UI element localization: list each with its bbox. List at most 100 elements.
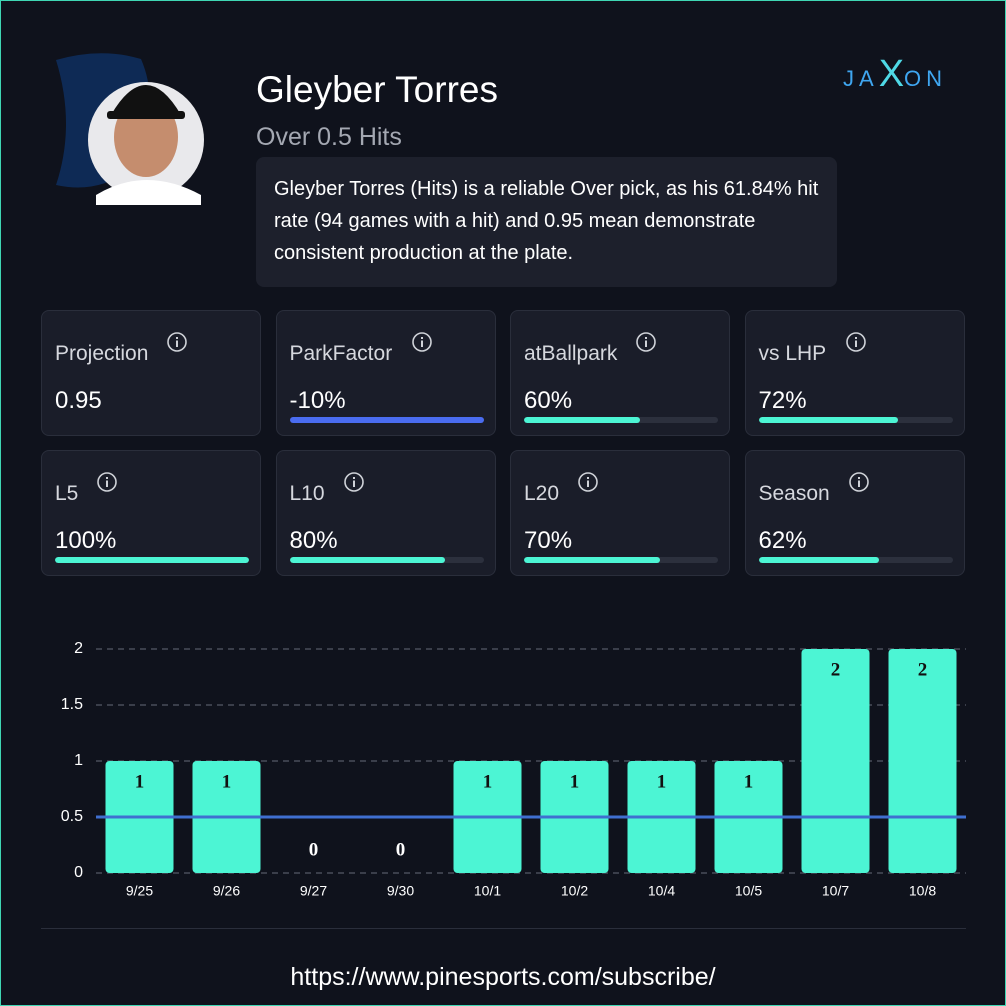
stat-label: L20 (524, 482, 560, 505)
y-tick-label: 1.5 (61, 696, 83, 713)
progress-fill (524, 417, 641, 423)
stat-value: 100% (55, 527, 117, 554)
stat-value: 62% (758, 527, 807, 554)
bar (888, 649, 957, 873)
player-name: Gleyber Torres (256, 69, 498, 110)
info-icon (636, 332, 656, 352)
icon-dot (176, 337, 178, 339)
progress-fill (55, 557, 249, 563)
divider (41, 928, 966, 929)
stat-value: 80% (289, 527, 338, 554)
brand-logo: JAXON (843, 53, 947, 96)
stat-value: 72% (758, 387, 807, 414)
stat-card: L5 100% (41, 450, 261, 576)
data-label: 2 (918, 659, 928, 680)
icon-ring (636, 332, 656, 352)
stat-value: -10% (289, 387, 346, 414)
x-tick-label: 9/25 (126, 883, 153, 899)
progress-fill (289, 557, 445, 563)
x-tick-label: 10/8 (909, 883, 936, 899)
icon-dot (352, 477, 355, 479)
icon-bar (106, 480, 108, 487)
y-tick-label: 2 (74, 640, 83, 657)
stat-card: Season 62% (744, 450, 965, 576)
stat-card: L10 80% (275, 450, 496, 576)
stat-label: Season (758, 482, 830, 505)
stat-value: 60% (524, 387, 573, 414)
info-icon (411, 332, 432, 352)
progress-track (55, 557, 249, 563)
data-label: 1 (744, 771, 754, 792)
data-label: 1 (570, 771, 580, 792)
info-icon (578, 472, 598, 492)
player-logo (56, 53, 204, 205)
stat-label: atBallpark (524, 342, 618, 365)
chart: 0 0.5 1 1.5 2 9/25 1 9/26 1 9/27 0 9/30 0 10/1 1 10/2 1 1… (61, 640, 966, 899)
icon-ring (167, 332, 187, 352)
stat-card: ParkFactor -10% (275, 310, 496, 436)
data-label: 1 (483, 771, 493, 792)
stat-label: vs LHP (758, 342, 827, 365)
y-tick-label: 1 (74, 752, 83, 769)
icon-bar (587, 480, 589, 487)
progress-track (289, 557, 484, 563)
progress-track (758, 557, 953, 563)
stat-card: atBallpark 60% (510, 310, 730, 436)
x-tick-label: 9/26 (213, 883, 240, 899)
progress-fill (524, 557, 660, 563)
stat-card: vs LHP 72% (744, 310, 965, 436)
stat-label: L5 (55, 482, 79, 505)
icon-bar (857, 480, 860, 487)
subtitle: Over 0.5 Hits (256, 123, 402, 151)
icon-bar (420, 340, 423, 347)
info-icon (167, 332, 187, 352)
info-icon (848, 472, 869, 492)
y-tick-label: 0 (74, 864, 83, 881)
icon-ring (578, 472, 598, 492)
progress-fill (758, 417, 899, 423)
icon-dot (420, 337, 423, 339)
stat-label: L10 (289, 482, 325, 505)
icon-ring (97, 472, 117, 492)
brand-right: ON (904, 66, 948, 91)
stat-value: 0.95 (55, 387, 102, 414)
stat-card: Projection 0.95 (41, 310, 261, 436)
x-tick-label: 9/30 (387, 883, 414, 899)
icon-bar (352, 480, 355, 487)
icon-ring (411, 332, 432, 352)
info-icon (97, 472, 117, 492)
data-label: 2 (831, 659, 841, 680)
stat-label: ParkFactor (289, 342, 393, 365)
brand-mid: X (878, 53, 905, 95)
progress-track (758, 417, 953, 423)
x-tick-label: 10/2 (561, 883, 588, 899)
brand-left: JA (843, 66, 879, 91)
x-tick-label: 10/4 (648, 883, 675, 899)
stat-label: Projection (55, 342, 149, 365)
icon-bar (854, 340, 857, 347)
data-label: 0 (396, 839, 406, 860)
icon-dot (106, 477, 108, 479)
x-tick-label: 10/5 (735, 883, 762, 899)
x-tick-label: 10/7 (822, 883, 849, 899)
x-tick-label: 9/27 (300, 883, 327, 899)
stat-value: 70% (524, 527, 573, 554)
progress-fill (758, 557, 879, 563)
data-label: 1 (135, 771, 145, 792)
stat-card: L20 70% (510, 450, 730, 576)
icon-bar (645, 340, 647, 347)
y-tick-label: 0.5 (61, 808, 83, 825)
icon-bar (176, 340, 178, 347)
x-tick-label: 10/1 (474, 883, 501, 899)
icon-dot (854, 337, 857, 339)
description: Gleyber Torres (Hits) is a reliable Over… (256, 157, 837, 287)
data-label: 1 (222, 771, 232, 792)
icon-dot (587, 477, 589, 479)
data-label: 0 (309, 839, 319, 860)
data-label: 1 (657, 771, 667, 792)
icon-ring (848, 472, 869, 492)
footer-url: https://www.pinesports.com/subscribe/ (290, 963, 716, 991)
info-icon (845, 332, 866, 352)
icon-ring (845, 332, 866, 352)
